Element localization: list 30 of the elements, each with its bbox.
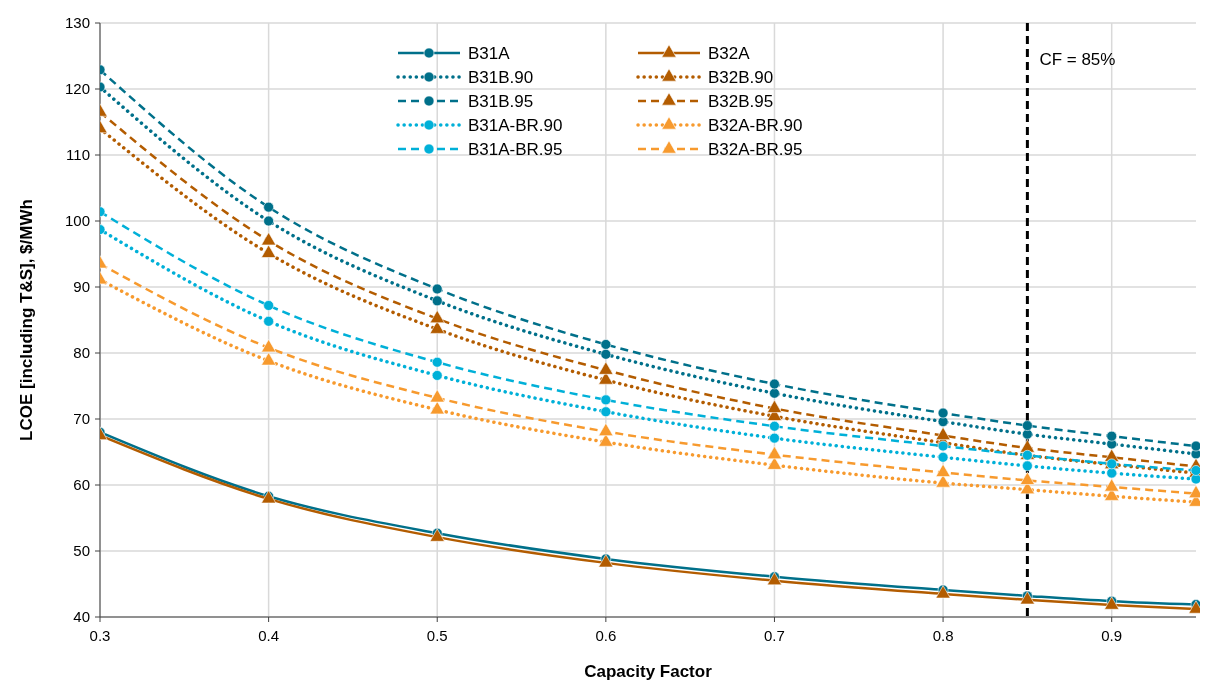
y-tick-label: 120 (64, 80, 90, 97)
x-tick-label: 0.7 (764, 627, 785, 644)
x-axis-title: Capacity Factor (584, 662, 713, 681)
y-tick-label: 80 (73, 344, 90, 361)
legend-label: B32A-BR.95 (708, 140, 803, 159)
legend-label: B31B.95 (468, 92, 534, 111)
ref-line-label: CF = 85% (1039, 50, 1116, 69)
y-tick-label: 100 (64, 212, 90, 229)
y-tick-label: 130 (64, 14, 90, 31)
legend-label: B31A-BR.95 (468, 140, 563, 159)
y-tick-label: 40 (73, 608, 90, 625)
x-tick-label: 0.4 (258, 627, 280, 644)
legend-label: B31B.90 (468, 68, 534, 87)
x-tick-label: 0.9 (1101, 627, 1123, 644)
legend-label: B32A-BR.90 (708, 116, 803, 135)
y-tick-label: 60 (73, 476, 90, 493)
x-tick-label: 0.8 (932, 627, 954, 644)
legend-label: B32A (708, 44, 751, 63)
y-tick-label: 90 (73, 278, 90, 295)
y-axis-title: LCOE [including T&S], $/MWh (17, 199, 36, 441)
y-tick-label: 50 (73, 542, 90, 559)
y-tick-label: 110 (66, 146, 90, 163)
legend-label: B32B.90 (708, 68, 774, 87)
y-tick-label: 70 (73, 410, 90, 427)
legend-label: B31A-BR.90 (468, 116, 563, 135)
legend-label: B31A (468, 44, 511, 63)
x-tick-label: 0.6 (595, 627, 617, 644)
legend-label: B32B.95 (708, 92, 774, 111)
x-tick-label: 0.5 (426, 627, 448, 644)
x-tick-label: 0.3 (89, 627, 111, 644)
